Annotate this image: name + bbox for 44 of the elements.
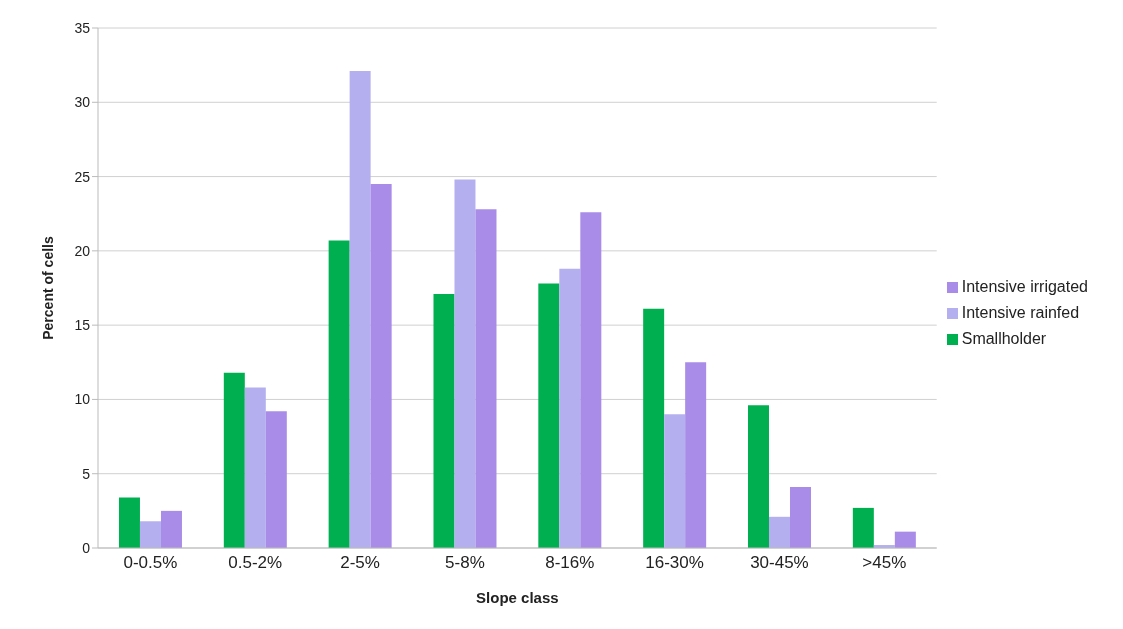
y-tick-label: 15 <box>74 317 91 334</box>
bar <box>685 362 707 548</box>
x-tick-label: 8-16% <box>545 553 595 573</box>
x-tick-label: 0-0.5% <box>123 553 178 573</box>
bar <box>433 293 455 548</box>
bar <box>118 497 140 548</box>
x-tick-label: >45% <box>862 553 907 573</box>
y-tick-label: 35 <box>74 19 91 36</box>
bar <box>747 405 769 548</box>
y-axis-title: Percent of cells <box>39 236 56 340</box>
bar <box>160 510 182 548</box>
x-axis-title: Slope class <box>476 589 559 606</box>
bar <box>664 414 686 548</box>
bar <box>328 240 350 548</box>
bar <box>643 308 665 548</box>
bar <box>768 516 790 548</box>
bar <box>580 212 602 548</box>
bar <box>349 71 371 548</box>
x-tick-label: 16-30% <box>645 553 704 573</box>
y-tick-label: 0 <box>82 539 91 556</box>
y-tick-label: 5 <box>82 465 91 482</box>
y-tick-label: 20 <box>74 242 91 259</box>
bar <box>370 184 392 548</box>
legend-label: Intensive rainfed <box>961 304 1080 321</box>
bar <box>244 387 266 548</box>
x-tick-label: 0.5-2% <box>228 553 283 573</box>
x-tick-label: 2-5% <box>340 553 380 573</box>
bar <box>894 531 916 548</box>
y-tick-label: 10 <box>74 391 91 408</box>
bar <box>223 372 245 548</box>
y-tick-label: 25 <box>74 168 91 185</box>
bar <box>454 179 476 548</box>
x-tick-label: 5-8% <box>445 553 485 573</box>
y-tick-label: 30 <box>74 94 91 111</box>
bar <box>559 268 581 548</box>
bar <box>852 507 874 548</box>
bar <box>139 521 161 548</box>
bar <box>789 487 811 548</box>
bar <box>265 411 287 548</box>
bar <box>538 283 560 548</box>
legend-label: Intensive irrigated <box>961 278 1088 295</box>
x-tick-label: 30-45% <box>750 553 809 573</box>
legend-label: Smallholder <box>961 330 1047 347</box>
bar <box>475 209 497 548</box>
